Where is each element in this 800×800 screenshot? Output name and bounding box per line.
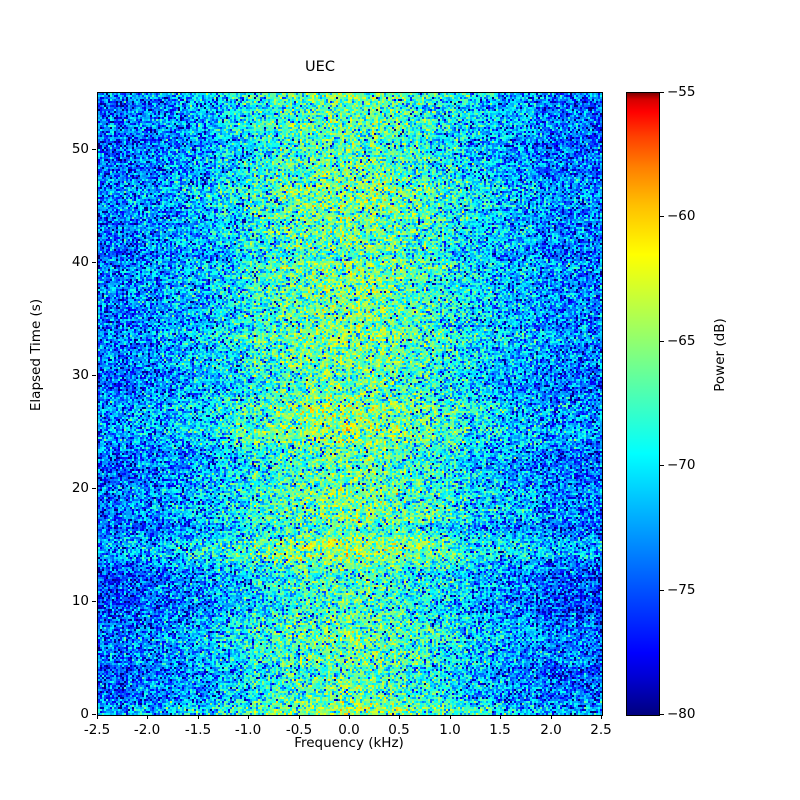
colorbar-tick-mark [660,92,664,93]
y-tick-mark [92,262,96,263]
x-tick-label: -2.5 [83,722,111,738]
x-tick-label: 0.5 [388,722,410,738]
x-tick-label: 2.5 [590,722,612,738]
x-tick-mark [248,715,249,719]
y-tick-mark [92,488,96,489]
y-tick-mark [92,149,96,150]
title-station-name: UEC [305,59,335,76]
x-tick-label: -2.0 [133,722,161,738]
colorbar-tick-mark [660,590,664,591]
x-axis-label: Frequency (kHz) [294,735,404,751]
y-tick-label: 0 [80,706,89,722]
colorbar-tick-label: −70 [667,457,696,473]
colorbar-tick-mark [660,341,664,342]
colorbar-tick-label: −75 [667,582,696,598]
x-tick-mark [601,715,602,719]
y-tick-label: 10 [71,593,89,609]
x-tick-label: 1.0 [439,722,461,738]
y-axis-label: Elapsed Time (s) [28,298,44,412]
colorbar-label: Power (dB) [712,318,728,392]
x-tick-mark [299,715,300,719]
spectrogram-image [98,93,602,715]
colorbar-tick-mark [660,216,664,217]
colorbar-tick-label: −55 [667,84,696,100]
x-tick-label: 2.0 [540,722,562,738]
x-tick-mark [399,715,400,719]
x-tick-mark [147,715,148,719]
x-tick-mark [97,715,98,719]
y-tick-label: 20 [71,480,89,496]
x-tick-label: -1.5 [184,722,212,738]
y-tick-label: 50 [71,141,89,157]
x-tick-mark [551,715,552,719]
x-tick-mark [349,715,350,719]
y-tick-mark [92,601,96,602]
colorbar-tick-label: −65 [667,333,696,349]
x-tick-label: 1.5 [489,722,511,738]
y-tick-label: 40 [71,254,89,270]
y-tick-mark [92,714,96,715]
x-tick-label: -0.5 [285,722,313,738]
colorbar-tick-label: −60 [667,208,696,224]
x-tick-mark [500,715,501,719]
colorbar[interactable] [626,92,660,716]
y-tick-mark [92,375,96,376]
colorbar-tick-mark [660,465,664,466]
spectrogram-plot-area[interactable] [97,92,603,716]
colorbar-tick-mark [660,714,664,715]
x-tick-label: -1.0 [234,722,262,738]
colorbar-gradient [626,92,660,716]
x-tick-mark [450,715,451,719]
x-tick-mark [198,715,199,719]
y-tick-label: 30 [71,367,89,383]
x-tick-label: 0.0 [338,722,360,738]
colorbar-tick-label: −80 [667,706,696,722]
